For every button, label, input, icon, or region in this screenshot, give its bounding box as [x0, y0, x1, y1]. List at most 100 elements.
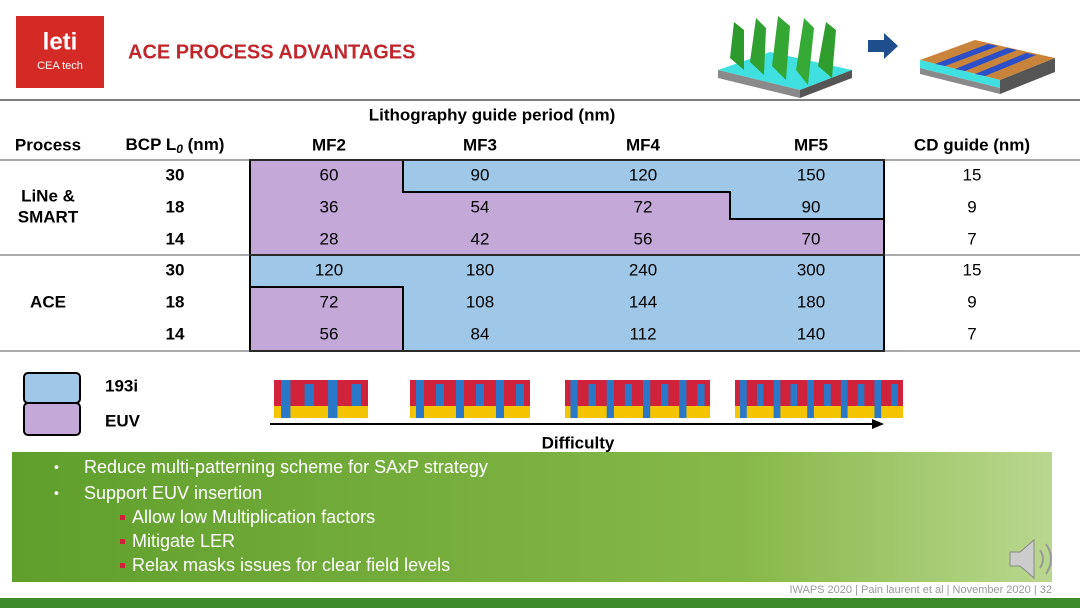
column-header: MF5: [794, 135, 828, 154]
legend-swatch: [23, 372, 81, 404]
bcp-value: 14: [166, 324, 185, 343]
strip-line: [807, 380, 814, 418]
period-value: 112: [629, 324, 656, 343]
footer: IWAPS 2020 | Pain laurent et al | Novemb…: [789, 584, 1052, 596]
strip-top: [410, 380, 530, 406]
column-header: MF4: [626, 135, 661, 154]
strip-line: [496, 380, 504, 418]
sub-bullet: Relax masks issues for clear field level…: [132, 555, 450, 575]
strip-line: [891, 384, 898, 406]
summary-box: [12, 452, 1052, 582]
period-value: 120: [629, 165, 657, 184]
strip-line: [790, 384, 798, 406]
strip-line: [773, 380, 781, 418]
logo-box: [16, 16, 104, 88]
column-header: BCP L0 (nm): [126, 135, 225, 156]
arrowhead: [872, 419, 884, 429]
strip-line: [824, 384, 831, 406]
period-value: 180: [466, 260, 494, 279]
bullet-dot: •: [54, 459, 59, 475]
cd-value: 15: [963, 165, 982, 184]
strip-line: [351, 384, 361, 406]
period-value: 144: [629, 292, 657, 311]
period-value: 72: [634, 197, 653, 216]
strip-line: [328, 380, 338, 418]
strip-line: [679, 380, 687, 418]
bullet-dot: •: [54, 485, 59, 501]
period-value: 70: [802, 229, 821, 248]
bcp-value: 14: [166, 229, 185, 248]
legend-swatch: [23, 402, 81, 436]
period-value: 56: [634, 229, 653, 248]
period-value: 36: [320, 197, 339, 216]
period-value: 120: [315, 260, 343, 279]
bcp-value: 30: [166, 260, 185, 279]
footer-bar: [0, 598, 1080, 608]
period-value: 300: [797, 260, 825, 279]
column-header: MF2: [312, 135, 346, 154]
strip-line: [416, 380, 424, 418]
axis-label: Difficulty: [542, 433, 615, 452]
strip-line: [642, 380, 651, 418]
period-value: 56: [320, 324, 339, 343]
strip-line: [740, 380, 747, 418]
period-value: 150: [797, 165, 825, 184]
bcp-value: 18: [166, 292, 185, 311]
strip-line: [857, 384, 865, 406]
period-value: 240: [629, 260, 657, 279]
cd-value: 9: [967, 292, 976, 311]
period-value: 108: [466, 292, 494, 311]
sub-bullet: Allow low Multiplication factors: [132, 507, 375, 527]
strip-line: [588, 384, 596, 406]
strip-base: [274, 406, 368, 418]
cd-value: 7: [967, 324, 976, 343]
cd-value: 7: [967, 229, 976, 248]
strip-line: [874, 380, 882, 418]
pattern-illustrations: [274, 380, 903, 418]
strip-line: [516, 384, 524, 406]
bullet: Reduce multi-patterning scheme for SAxP …: [84, 457, 488, 477]
column-header: Process: [15, 135, 81, 154]
process-name: SMART: [18, 207, 79, 226]
sub-bullet-marker: [120, 563, 125, 568]
speaker-icon: [1009, 538, 1052, 580]
strip-line: [661, 384, 669, 406]
strip-base: [565, 406, 710, 418]
strip-line: [476, 384, 484, 406]
strip-base: [410, 406, 530, 418]
strip-line: [436, 384, 444, 406]
period-value: 28: [320, 229, 339, 248]
sub-bullet: Mitigate LER: [132, 531, 235, 551]
cell-euv: [249, 286, 404, 352]
logo-tagline: CEA tech: [37, 60, 83, 72]
period-value: 54: [471, 197, 490, 216]
strip-line: [697, 384, 705, 406]
sub-bullet-marker: [120, 515, 125, 520]
strip-line: [570, 380, 578, 418]
bcp-suffix: (nm): [183, 135, 225, 154]
period-value: 60: [320, 165, 339, 184]
strip-line: [606, 380, 614, 418]
period-value: 84: [471, 324, 490, 343]
strip-line: [456, 380, 464, 418]
period-value: 140: [797, 324, 825, 343]
bcp-value: 30: [166, 165, 185, 184]
period-value: 180: [797, 292, 825, 311]
cd-value: 15: [963, 260, 982, 279]
bcp-prefix: BCP L: [126, 135, 177, 154]
strip-line: [840, 380, 848, 418]
cd-value: 9: [967, 197, 976, 216]
strip-line: [281, 380, 291, 418]
bullet: Support EUV insertion: [84, 483, 262, 503]
legend-label: EUV: [105, 411, 141, 430]
strip-top: [565, 380, 710, 406]
column-header: MF3: [463, 135, 497, 154]
strip-line: [304, 384, 314, 406]
strip-line: [624, 384, 633, 406]
period-value: 42: [471, 229, 490, 248]
strip-line: [756, 384, 764, 406]
bcp-value: 18: [166, 197, 185, 216]
illustration: [718, 16, 1055, 98]
